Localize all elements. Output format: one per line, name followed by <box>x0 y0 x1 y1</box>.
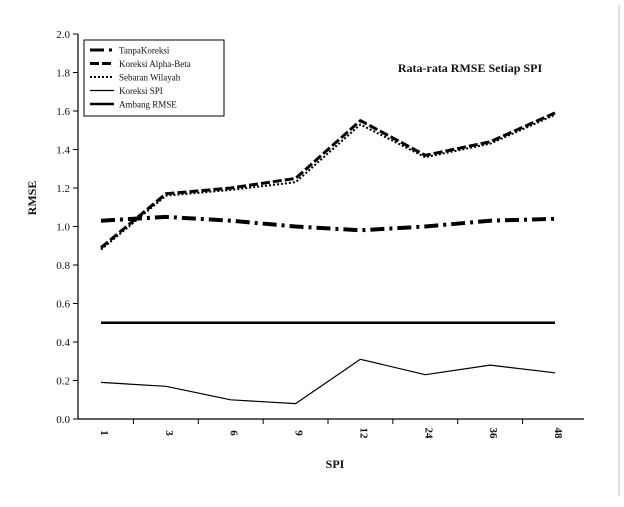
x-tick-label: 1 <box>98 430 110 436</box>
legend-label: Ambang RMSE <box>119 100 177 110</box>
legend-label: Koreksi Alpha-Beta <box>119 59 191 69</box>
y-tick-label: 1.4 <box>56 145 70 157</box>
y-tick-label: 1.8 <box>56 68 70 80</box>
legend-label: Koreksi SPI <box>119 86 163 96</box>
y-tick-label: 0.6 <box>56 299 70 311</box>
legend: TanpaKoreksi Koreksi Alpha-Beta Sebaran Wi… <box>83 39 225 117</box>
y-tick-label: 1.0 <box>56 222 70 234</box>
legend-label: TanpaKoreksi <box>119 46 170 56</box>
axes: 0.00.20.40.60.81.01.21.41.61.82.01 3 6 9 12 2… <box>56 29 584 439</box>
x-tick-label: 9 <box>293 430 305 436</box>
series-line-4 <box>100 358 556 405</box>
series-line-2 <box>100 111 556 249</box>
y-tick-label: 1.2 <box>56 183 70 195</box>
y-tick-label: 0.2 <box>56 376 70 388</box>
x-axis-label: SPI <box>326 457 345 471</box>
y-tick-label: 0.4 <box>56 337 70 349</box>
series-line-3 <box>100 113 556 251</box>
chart-title: Rata-rata RMSE Setiap SPI <box>398 61 543 75</box>
x-tick-label: 36 <box>487 428 499 440</box>
x-tick-label: 48 <box>552 428 564 440</box>
y-axis-label: RMSE <box>25 181 39 216</box>
x-tick-label: 6 <box>228 430 240 436</box>
y-tick-label: 0.8 <box>56 260 70 272</box>
series-lines <box>100 111 556 405</box>
y-tick-label: 0.0 <box>56 414 70 426</box>
y-tick-label: 2.0 <box>56 29 70 41</box>
series-line-1 <box>100 214 556 233</box>
x-tick-label: 24 <box>422 428 434 440</box>
x-tick-label: 12 <box>357 428 369 440</box>
legend-label: Sebaran Wilayah <box>119 73 181 83</box>
y-tick-label: 1.6 <box>56 106 70 118</box>
x-tick-label: 3 <box>163 430 175 436</box>
